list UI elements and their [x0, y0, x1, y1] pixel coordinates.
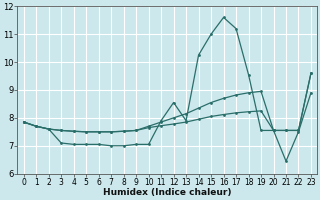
- X-axis label: Humidex (Indice chaleur): Humidex (Indice chaleur): [103, 188, 232, 197]
